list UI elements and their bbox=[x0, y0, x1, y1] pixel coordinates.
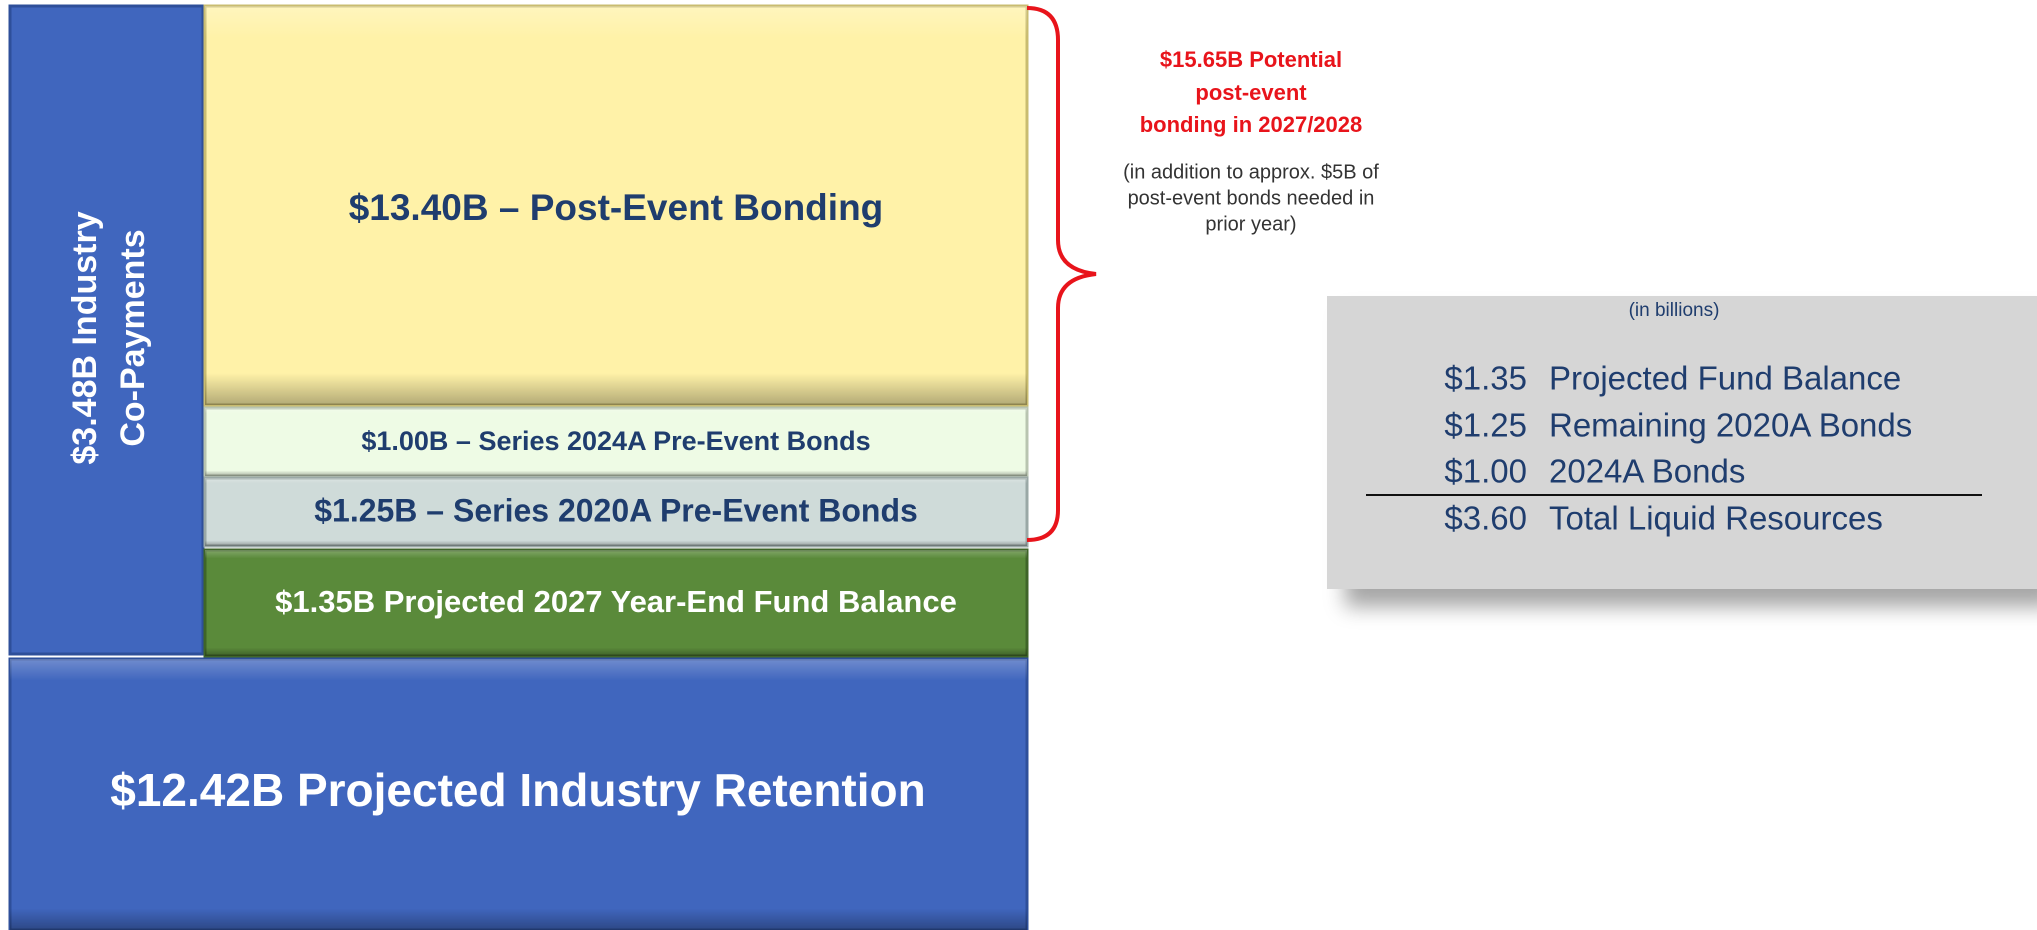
annotation: $15.65B Potential post-event bonding in … bbox=[1123, 47, 1379, 235]
copayments-block bbox=[8, 4, 205, 656]
annotation-note: prior year) bbox=[1205, 213, 1296, 235]
fund-balance-label: $1.35B Projected 2027 Year-End Fund Bala… bbox=[275, 584, 957, 619]
table-box bbox=[1327, 296, 2037, 589]
row-amount: $1.35 bbox=[1444, 360, 1527, 397]
post-event-label: $13.40B – Post-Event Bonding bbox=[349, 187, 884, 228]
total-amount: $3.60 bbox=[1444, 500, 1527, 537]
retention-label: $12.42B Projected Industry Retention bbox=[110, 764, 925, 816]
stack: $3.48B Industry Co-Payments $13.40B – Po… bbox=[8, 4, 1029, 930]
row-amount: $1.25 bbox=[1444, 407, 1527, 444]
total-label: Total Liquid Resources bbox=[1549, 500, 1883, 537]
brace bbox=[1026, 6, 1097, 542]
series-2020a-label: $1.25B – Series 2020A Pre-Event Bonds bbox=[314, 492, 918, 528]
annotation-title: post-event bbox=[1195, 80, 1307, 105]
bevel bbox=[205, 478, 1027, 546]
series-2024a-label: $1.00B – Series 2024A Pre-Event Bonds bbox=[361, 426, 870, 456]
annotation-note: post-event bonds needed in bbox=[1128, 187, 1375, 209]
row-label: Projected Fund Balance bbox=[1549, 360, 1901, 397]
table-caption: (in billions) bbox=[1629, 300, 1720, 321]
summary-table: (in billions) $1.35 Projected Fund Balan… bbox=[1327, 296, 2037, 589]
row-label: 2024A Bonds bbox=[1549, 453, 1745, 490]
annotation-note: (in addition to approx. $5B of bbox=[1123, 161, 1379, 183]
annotation-title: $15.65B Potential bbox=[1160, 47, 1342, 72]
row-label: Remaining 2020A Bonds bbox=[1549, 407, 1912, 444]
bevel bbox=[205, 6, 1027, 405]
copayments-label: $3.48B Industry bbox=[66, 211, 104, 464]
bevel bbox=[10, 659, 1027, 930]
copayments-label: Co-Payments bbox=[114, 229, 152, 446]
bevel bbox=[205, 550, 1027, 656]
bevel bbox=[205, 408, 1027, 476]
row-amount: $1.00 bbox=[1444, 453, 1527, 490]
annotation-title: bonding in 2027/2028 bbox=[1140, 112, 1363, 137]
